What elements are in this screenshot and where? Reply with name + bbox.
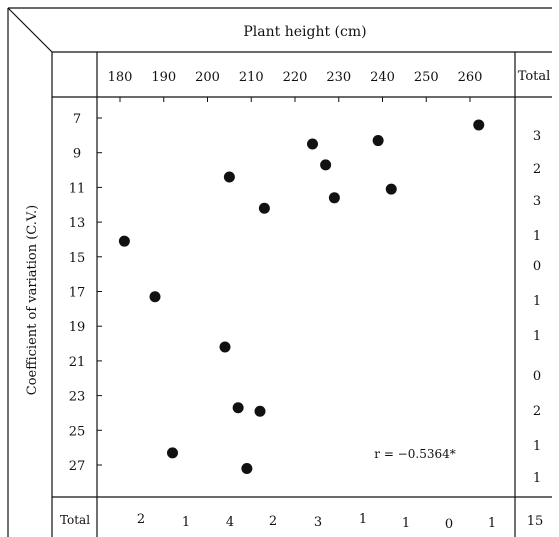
y-axis-ticks: 7 9 11 13 15 17 19 21 23 25 27	[69, 112, 102, 474]
row-total-value: 1	[533, 294, 541, 309]
x-tick-label: 220	[283, 70, 308, 85]
row-total-value: 0	[533, 259, 541, 274]
table-frame	[7, 7, 552, 537]
data-point	[223, 171, 235, 183]
column-total-value: 2	[269, 514, 277, 529]
row-totals: 3 2 3 1 0 1 1 0 2 1 1	[533, 129, 541, 486]
row-total-value: 3	[533, 194, 541, 209]
column-total-value: 1	[488, 516, 496, 531]
data-point	[473, 119, 485, 131]
row-total-value: 3	[533, 129, 541, 144]
row-total-value: 2	[533, 404, 541, 419]
y-tick-label: 23	[69, 390, 86, 405]
column-total-value: 2	[137, 512, 145, 527]
data-point	[149, 291, 161, 303]
y-tick-label: 19	[69, 320, 86, 335]
y-tick-label: 17	[69, 286, 86, 301]
y-tick-label: 25	[69, 424, 86, 439]
column-totals: 2 1 4 2 3 1 1 0 1	[137, 512, 496, 532]
x-tick-label: 260	[458, 70, 483, 85]
y-tick-label: 11	[69, 181, 86, 196]
data-points	[118, 119, 485, 474]
row-total-value: 0	[533, 369, 541, 384]
column-total-value: 1	[359, 512, 367, 527]
row-total-value: 1	[533, 229, 541, 244]
row-total-value: 2	[533, 162, 541, 177]
x-tick-label: 230	[326, 70, 351, 85]
x-axis-ticks: 180 190 200 210 220 230 240 250 260	[108, 70, 483, 102]
data-point	[307, 138, 318, 150]
data-point	[320, 159, 332, 171]
x-tick-label: 240	[370, 70, 395, 85]
y-tick-label: 9	[73, 147, 81, 162]
y-tick-label: 27	[69, 459, 86, 474]
row-total-value: 1	[533, 439, 541, 454]
data-point	[254, 405, 266, 417]
x-tick-label: 200	[195, 70, 220, 85]
data-point	[232, 402, 244, 414]
data-point	[385, 183, 397, 195]
row-total-header: Total	[60, 513, 90, 527]
column-total-value: 1	[402, 516, 410, 531]
y-axis-title: Coefficient of variation (C.V.)	[25, 205, 40, 395]
data-point	[167, 447, 178, 459]
column-total-value: 3	[314, 515, 322, 530]
grand-total: 15	[527, 514, 544, 529]
x-axis-title: Plant height (cm)	[243, 24, 366, 40]
data-point	[372, 135, 384, 147]
y-tick-label: 7	[73, 112, 81, 127]
column-total-value: 1	[182, 515, 190, 530]
y-tick-label: 21	[69, 355, 86, 370]
column-total-header: Total	[518, 69, 551, 84]
column-total-value: 0	[445, 517, 453, 532]
x-tick-label: 250	[414, 70, 439, 85]
column-total-value: 4	[226, 515, 234, 530]
x-tick-label: 210	[239, 70, 264, 85]
correlation-annotation: r = −0.5364*	[374, 447, 455, 461]
x-tick-label: 190	[151, 70, 176, 85]
x-tick-label: 180	[108, 70, 133, 85]
y-tick-label: 15	[69, 251, 86, 266]
data-point	[258, 202, 270, 214]
y-tick-label: 13	[69, 216, 86, 231]
row-total-value: 1	[533, 471, 541, 486]
data-point	[118, 235, 130, 247]
data-point	[219, 341, 231, 353]
data-point	[328, 192, 340, 204]
data-point	[241, 462, 253, 474]
row-total-value: 1	[533, 329, 541, 344]
